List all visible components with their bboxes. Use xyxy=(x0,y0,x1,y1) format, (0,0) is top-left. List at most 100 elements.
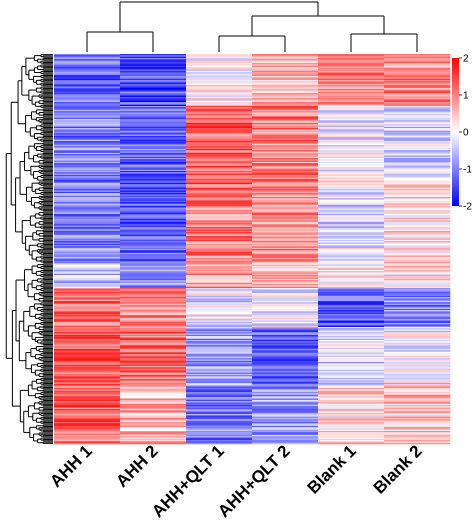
heatmap-cell xyxy=(318,151,385,154)
heatmap-cell xyxy=(318,327,385,329)
heatmap-cell xyxy=(384,264,451,267)
heatmap-cell xyxy=(318,303,385,306)
heatmap-cell xyxy=(54,410,121,412)
heatmap-cell xyxy=(384,109,451,112)
heatmap-cell xyxy=(186,315,253,317)
heatmap-cell xyxy=(186,319,253,321)
heatmap-cell xyxy=(252,336,319,338)
heatmap-cell xyxy=(54,217,121,220)
heatmap-cell xyxy=(318,351,385,354)
heatmap-cell xyxy=(120,405,187,407)
heatmap-cell xyxy=(318,407,385,410)
heatmap-cell xyxy=(120,137,187,139)
heatmap-cell xyxy=(186,288,253,290)
heatmap-cell xyxy=(252,184,319,186)
heatmap-cell xyxy=(384,333,451,336)
heatmap-cell xyxy=(384,99,451,102)
heatmap-cell xyxy=(252,317,319,320)
heatmap-cell xyxy=(318,99,385,102)
heatmap-cell xyxy=(384,119,451,121)
heatmap-cell xyxy=(186,360,253,363)
heatmap-cell xyxy=(120,212,187,215)
heatmap-cell xyxy=(318,411,385,414)
heatmap-cell xyxy=(252,330,319,333)
heatmap-cell xyxy=(318,442,385,445)
heatmap-cell xyxy=(54,207,121,209)
heatmap-cell xyxy=(252,273,319,276)
heatmap-cell xyxy=(252,354,319,356)
heatmap-cell xyxy=(186,189,253,191)
heatmap-cell xyxy=(186,317,253,320)
heatmap-cell xyxy=(186,98,253,100)
heatmap-cell xyxy=(252,95,319,98)
heatmap-cell xyxy=(318,223,385,225)
heatmap-cell xyxy=(54,176,121,178)
heatmap-cell xyxy=(186,265,253,268)
heatmap-cell xyxy=(54,243,121,246)
heatmap-cell xyxy=(54,229,121,232)
heatmap-cell xyxy=(186,314,253,316)
heatmap-cell xyxy=(252,403,319,406)
heatmap-cell xyxy=(120,398,187,401)
heatmap-cell xyxy=(384,424,451,427)
heatmap-cell xyxy=(120,167,187,169)
heatmap-cell xyxy=(120,67,187,69)
heatmap-cell xyxy=(318,246,385,248)
heatmap-cell xyxy=(252,64,319,66)
heatmap-cell xyxy=(54,294,121,297)
heatmap-cell xyxy=(186,340,253,342)
heatmap-cell xyxy=(120,304,187,307)
heatmap-cell xyxy=(318,436,385,438)
heatmap-cell xyxy=(384,111,451,113)
heatmap-cell xyxy=(252,295,319,298)
heatmap-cell xyxy=(54,198,121,200)
heatmap-cell xyxy=(54,202,121,204)
heatmap-cell xyxy=(318,298,385,300)
heatmap-cell xyxy=(186,327,253,329)
heatmap-cell xyxy=(54,341,121,343)
heatmap-cell xyxy=(318,325,385,328)
heatmap-cell xyxy=(54,260,121,263)
heatmap-cell xyxy=(252,242,319,245)
heatmap-cell xyxy=(120,246,187,248)
heatmap-cell xyxy=(384,168,451,170)
heatmap-cell xyxy=(384,294,451,297)
heatmap-cell xyxy=(318,142,385,144)
heatmap-cell xyxy=(252,239,319,242)
heatmap-cell xyxy=(186,394,253,397)
heatmap-cell xyxy=(384,224,451,226)
heatmap-cell xyxy=(252,262,319,264)
heatmap-cell xyxy=(120,363,187,365)
heatmap-cell xyxy=(186,358,253,360)
heatmap-cell xyxy=(120,168,187,170)
heatmap-cell xyxy=(252,108,319,111)
heatmap-cell xyxy=(186,91,253,94)
heatmap-cell xyxy=(252,220,319,222)
heatmap-cell xyxy=(54,194,121,196)
heatmap-cell xyxy=(120,243,187,246)
heatmap-cell xyxy=(186,320,253,323)
heatmap-cell xyxy=(252,230,319,233)
heatmap-cell xyxy=(186,72,253,74)
heatmap-cell xyxy=(384,245,451,247)
heatmap-cell xyxy=(54,312,121,315)
heatmap-cell xyxy=(186,376,253,378)
heatmap-cell xyxy=(318,91,385,94)
heatmap-cell xyxy=(186,212,253,215)
heatmap-cell xyxy=(252,264,319,267)
heatmap-cell xyxy=(54,251,121,254)
heatmap-cell xyxy=(318,216,385,219)
heatmap-cell xyxy=(384,160,451,163)
heatmap-cell xyxy=(252,437,319,440)
heatmap-cell xyxy=(384,297,451,299)
heatmap-cell xyxy=(318,83,385,86)
heatmap-cell xyxy=(384,187,451,190)
heatmap-cell xyxy=(384,54,451,56)
heatmap-cell xyxy=(120,276,187,278)
heatmap-cell xyxy=(186,258,253,260)
heatmap-cell xyxy=(252,190,319,193)
heatmap-cell xyxy=(186,392,253,394)
heatmap-cell xyxy=(384,441,451,443)
heatmap-cell xyxy=(120,104,187,107)
heatmap-cell xyxy=(186,117,253,120)
